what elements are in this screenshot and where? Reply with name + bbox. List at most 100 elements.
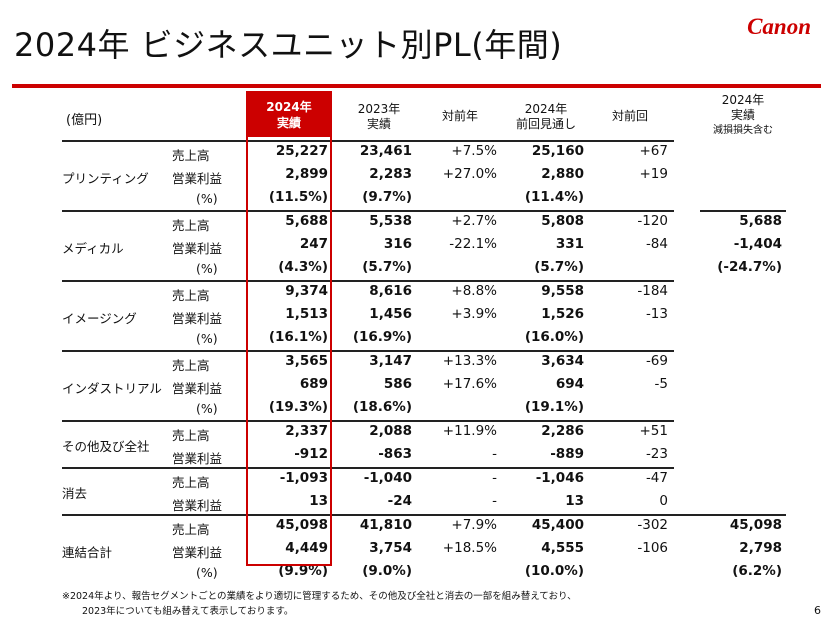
footnote-line-1: ※2024年より、報告セグメントごとの業績をより適切に管理するため、その他及び全…: [62, 591, 577, 602]
cell-vs: +67: [639, 143, 669, 159]
cell-a23: (18.6%): [352, 399, 412, 415]
cell-a24: 9,374: [285, 283, 328, 299]
header-vs-forecast: 対前回: [611, 109, 648, 123]
cell-vs: -84: [645, 236, 668, 252]
cell-a23: 23,461: [359, 143, 412, 159]
cell-fc: -1,046: [535, 470, 584, 486]
header-actual-2023: 2023年 実績: [344, 102, 414, 132]
page-title: 2024年 ビジネスユニット別PL(年間): [14, 26, 563, 64]
segment-top-border: [62, 467, 674, 469]
cell-a23: 586: [383, 376, 412, 392]
segment-top-border: [62, 210, 674, 212]
row-label: 営業利益: [172, 241, 223, 256]
cell-imp: (6.2%): [732, 563, 782, 579]
cell-yoy: +13.3%: [442, 353, 497, 369]
row-label: (%): [196, 565, 218, 580]
row-label: 売上高: [172, 358, 210, 373]
row-label: 売上高: [172, 148, 210, 163]
segment-name: インダストリアル: [62, 380, 162, 396]
row-label: 営業利益: [172, 498, 223, 513]
impairment-segment-top-border: [700, 210, 786, 212]
cell-vs: -5: [654, 376, 668, 392]
cell-fc: (10.0%): [524, 563, 584, 579]
cell-imp: 2,798: [739, 540, 782, 556]
cell-fc: 9,558: [541, 283, 584, 299]
cell-a23: (16.9%): [352, 329, 412, 345]
cell-a24: 2,899: [285, 166, 328, 182]
segment-top-border: [62, 280, 674, 282]
cell-a23: (9.7%): [362, 189, 412, 205]
cell-a24: (11.5%): [268, 189, 328, 205]
cell-imp: 5,688: [739, 213, 782, 229]
segment-name: 消去: [62, 486, 88, 501]
cell-yoy: +8.8%: [451, 283, 497, 299]
cell-imp: 45,098: [729, 517, 782, 533]
header-actual-2024: 2024年 実績: [246, 91, 332, 137]
row-label: 売上高: [172, 428, 210, 443]
row-label: 営業利益: [172, 545, 223, 560]
segment-top-border: [62, 140, 674, 142]
cell-yoy: +27.0%: [442, 166, 497, 182]
cell-fc: 2,286: [541, 423, 584, 439]
row-label: 営業利益: [172, 311, 223, 326]
cell-a24: 2,337: [285, 423, 328, 439]
cell-fc: 694: [555, 376, 584, 392]
cell-a23: 2,283: [369, 166, 412, 182]
cell-a24: 4,449: [285, 540, 328, 556]
cell-a23: -863: [378, 446, 412, 462]
cell-a24: (16.1%): [268, 329, 328, 345]
cell-a23: 8,616: [369, 283, 412, 299]
header-actual-2024-year: 2024年: [266, 100, 312, 114]
cell-a24: -1,093: [279, 470, 328, 486]
cell-yoy: +7.5%: [451, 143, 497, 159]
cell-a23: 316: [383, 236, 412, 252]
cell-fc: (5.7%): [534, 259, 584, 275]
footnote-line-2: 2023年についても組み替えて表示しております。: [82, 606, 294, 617]
cell-yoy: -: [492, 446, 497, 462]
cell-a23: -1,040: [363, 470, 412, 486]
cell-yoy: +18.5%: [442, 540, 497, 556]
header-actual-2024-label: 実績: [276, 116, 301, 130]
cell-vs: -120: [637, 213, 668, 229]
cell-fc: -889: [550, 446, 584, 462]
cell-a24: 689: [299, 376, 328, 392]
cell-vs: +19: [639, 166, 669, 182]
cell-yoy: +11.9%: [442, 423, 497, 439]
segment-name: 連結合計: [62, 544, 113, 560]
cell-vs: -302: [637, 517, 668, 533]
cell-fc: 2,880: [541, 166, 584, 182]
cell-a24: 45,098: [275, 517, 328, 533]
row-label: 売上高: [172, 218, 210, 233]
header-forecast-2024: 2024年 前回見通し: [506, 102, 586, 132]
cell-a23: 5,538: [369, 213, 412, 229]
page-number: 6: [814, 604, 821, 617]
cell-fc: (11.4%): [524, 189, 584, 205]
row-label: 営業利益: [172, 381, 223, 396]
row-label: 売上高: [172, 522, 210, 537]
cell-a23: 3,147: [369, 353, 412, 369]
cell-vs: 0: [659, 493, 668, 509]
header-impairment-note: 減損損失含む: [713, 125, 773, 136]
cell-a23: 41,810: [359, 517, 412, 533]
cell-a23: -24: [387, 493, 412, 509]
row-label: (%): [196, 401, 218, 416]
header-actual-2023-year: 2023年: [357, 102, 401, 116]
cell-fc: 331: [555, 236, 584, 252]
cell-a24: (19.3%): [268, 399, 328, 415]
cell-a24: 1,513: [285, 306, 328, 322]
header-impairment-label: 実績: [730, 108, 755, 122]
canon-logo: Canon: [747, 14, 811, 39]
cell-a23: 1,456: [369, 306, 412, 322]
cell-a23: (9.0%): [362, 563, 412, 579]
segment-name: メディカル: [62, 240, 124, 256]
unit-label: (億円): [66, 113, 103, 128]
cell-yoy: -: [492, 493, 497, 509]
cell-yoy: +3.9%: [451, 306, 497, 322]
cell-a24: (9.9%): [278, 563, 328, 579]
cell-a24: 247: [299, 236, 328, 252]
cell-a24: 5,688: [285, 213, 328, 229]
cell-a24: -912: [294, 446, 328, 462]
cell-fc: (16.0%): [524, 329, 584, 345]
cell-vs: -69: [645, 353, 668, 369]
segment-top-border: [62, 420, 674, 422]
